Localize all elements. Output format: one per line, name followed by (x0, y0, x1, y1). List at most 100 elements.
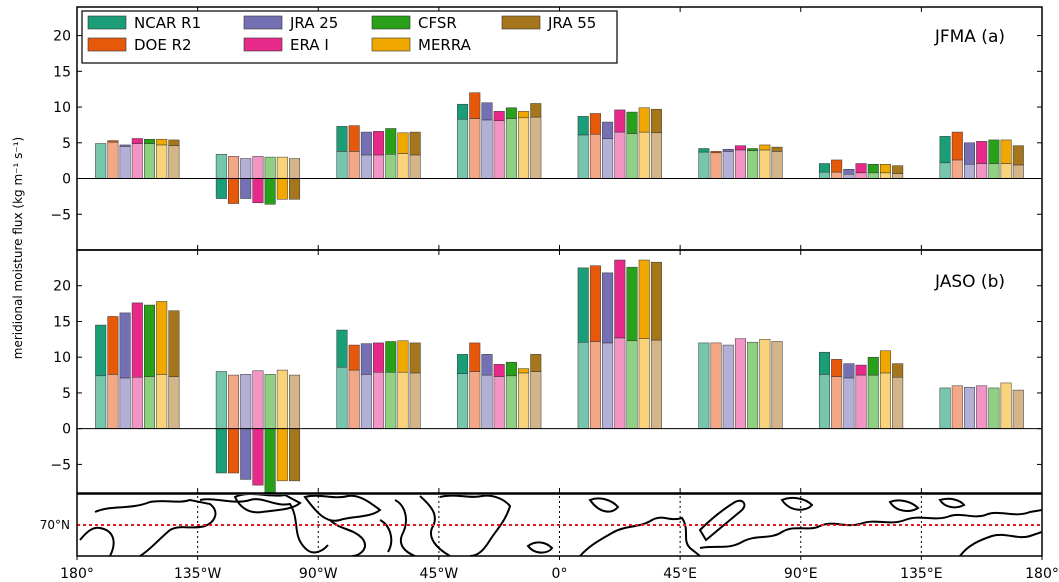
bar-light-jaso-jra-55-7 (1012, 389, 1024, 429)
bar-light-jfma-jra-25-3 (481, 119, 493, 179)
xtick-label-2: 90°W (299, 566, 338, 582)
bar-net-jfma-era-i-1 (252, 178, 264, 204)
legend-swatch-era-i (243, 37, 283, 52)
bar-net-jfma-merra-4 (638, 107, 650, 133)
bar-net-jfma-era-i-0 (131, 138, 143, 144)
bar-light-jaso-doe-r2-4 (589, 341, 601, 429)
bar-net-jaso-era-i-4 (614, 259, 626, 339)
xtick-label-4: 0° (552, 566, 568, 582)
bar-net-jfma-cfsr-4 (626, 111, 638, 134)
bar-net-jfma-jra-55-1 (289, 178, 301, 200)
bar-net-jaso-jra-55-3 (530, 354, 542, 372)
bar-net-jfma-doe-r2-4 (589, 113, 601, 135)
bar-net-jfma-jra-55-2 (409, 131, 421, 156)
bar-net-jfma-jra-55-7 (1012, 145, 1024, 166)
coast-svalbard (588, 497, 620, 513)
coast-severnaya (780, 496, 814, 511)
bar-net-jfma-jra-25-5 (722, 148, 734, 152)
bar-light-jfma-era-i-0 (131, 143, 143, 179)
bar-light-jaso-jra-25-0 (119, 377, 131, 429)
bar-net-jfma-doe-r2-1 (228, 178, 240, 204)
coast-beaufort (199, 498, 329, 554)
bar-net-jfma-jra-25-0 (119, 144, 131, 147)
coast-archipelago-1 (233, 495, 302, 514)
bar-light-jfma-ncar-r1-4 (577, 134, 589, 179)
bar-net-jaso-ncar-r1-3 (457, 354, 469, 374)
xtick-label-0: 180° (60, 566, 94, 582)
xtick-label-8: 180° (1025, 566, 1059, 582)
bar-light-jaso-ncar-r1-4 (577, 341, 589, 429)
bar-net-jfma-merra-2 (397, 132, 409, 154)
bar-net-jfma-ncar-r1-7 (939, 136, 951, 164)
bar-net-jaso-doe-r2-1 (228, 428, 240, 474)
bar-light-jfma-era-i-2 (373, 154, 385, 179)
bar-light-jfma-doe-r2-0 (107, 141, 119, 179)
bar-net-jfma-era-i-4 (614, 109, 626, 133)
bar-light-jfma-cfsr-1 (264, 156, 276, 179)
bar-light-jaso-cfsr-2 (385, 371, 397, 429)
bar-light-jfma-era-i-4 (614, 131, 626, 179)
legend: NCAR R1 DOE R2 JRA 25 ERA I CFSR MERRA JRA 55 (81, 10, 618, 64)
bar-net-jfma-ncar-r1-2 (336, 126, 348, 152)
bar-light-jaso-doe-r2-2 (348, 369, 360, 429)
ytick-label-jaso-20: 20 (53, 279, 71, 295)
legend-label-era-i: ERA I (290, 36, 329, 54)
bar-net-jfma-merra-0 (156, 138, 168, 146)
coast-scandinavia (579, 516, 701, 556)
coast-iceland (526, 541, 554, 554)
bar-light-jfma-doe-r2-3 (469, 118, 481, 179)
legend-swatch-doe-r2 (87, 37, 127, 52)
bar-light-jfma-merra-0 (156, 144, 168, 179)
bar-light-jfma-doe-r2-2 (348, 151, 360, 179)
bar-net-jaso-ncar-r1-4 (577, 267, 589, 343)
bar-light-jaso-jra-55-4 (650, 339, 662, 429)
bar-net-jfma-era-i-5 (734, 145, 746, 151)
coastlines (79, 495, 1042, 556)
bar-light-jfma-doe-r2-1 (228, 156, 240, 179)
legend-swatch-merra (371, 37, 411, 52)
ytick-label-jaso-10: 10 (53, 350, 71, 366)
legend-swatch-jra-55 (501, 15, 541, 30)
legend-label-merra: MERRA (418, 36, 472, 54)
ytick-label-jaso-15: 15 (53, 314, 71, 330)
bar-light-jfma-jra-25-4 (602, 138, 614, 179)
bar-light-jfma-doe-r2-7 (951, 159, 963, 179)
coast-novaya-zemlya (698, 499, 746, 542)
bar-net-jaso-era-i-0 (131, 302, 143, 378)
ytick-label-jfma-15: 15 (53, 64, 71, 80)
bar-light-jfma-jra-55-7 (1012, 164, 1024, 179)
bar-light-jaso-doe-r2-5 (710, 342, 722, 429)
bar-net-jfma-doe-r2-0 (107, 140, 119, 143)
bar-light-jfma-era-i-6 (855, 172, 867, 179)
bar-light-jfma-jra-55-0 (168, 145, 180, 179)
bar-net-jaso-era-i-1 (252, 428, 264, 486)
bar-net-jfma-doe-r2-2 (348, 125, 360, 152)
bar-net-jaso-cfsr-6 (867, 356, 879, 376)
bar-light-jfma-cfsr-5 (747, 150, 759, 179)
x-axis-ticks: 180° 135°W 90°W 45°W 0° 45°E 90°E 135°E 180° (60, 556, 1059, 582)
bar-net-jaso-doe-r2-2 (348, 344, 360, 371)
bar-light-jaso-ncar-r1-1 (215, 371, 227, 429)
bar-net-jfma-doe-r2-6 (831, 159, 843, 173)
bar-net-jaso-era-i-2 (373, 342, 385, 373)
bars-jfma (95, 92, 1024, 205)
bar-light-jaso-jra-55-5 (771, 341, 783, 429)
legend-swatch-jra-25 (243, 15, 283, 30)
bar-light-jfma-jra-25-7 (963, 163, 975, 179)
coast-chukotka (959, 531, 1042, 556)
bar-light-jaso-doe-r2-7 (951, 385, 963, 429)
bar-net-jfma-era-i-7 (976, 141, 988, 164)
bar-net-jaso-jra-25-0 (119, 312, 131, 379)
bar-light-jaso-cfsr-5 (747, 341, 759, 429)
bar-light-jaso-jra-55-0 (168, 376, 180, 429)
bar-light-jfma-doe-r2-5 (710, 152, 722, 179)
bar-net-jaso-jra-25-1 (240, 428, 252, 480)
bar-net-jaso-jra-25-2 (360, 343, 372, 375)
bar-light-jfma-merra-2 (397, 153, 409, 179)
map-strip: 70°N (40, 493, 1043, 557)
bar-net-jaso-ncar-r1-1 (215, 428, 227, 474)
bar-light-jfma-era-i-1 (252, 156, 264, 179)
bar-light-jfma-ncar-r1-1 (215, 153, 227, 179)
bar-light-jaso-doe-r2-3 (469, 371, 481, 429)
bar-light-jaso-doe-r2-0 (107, 374, 119, 429)
